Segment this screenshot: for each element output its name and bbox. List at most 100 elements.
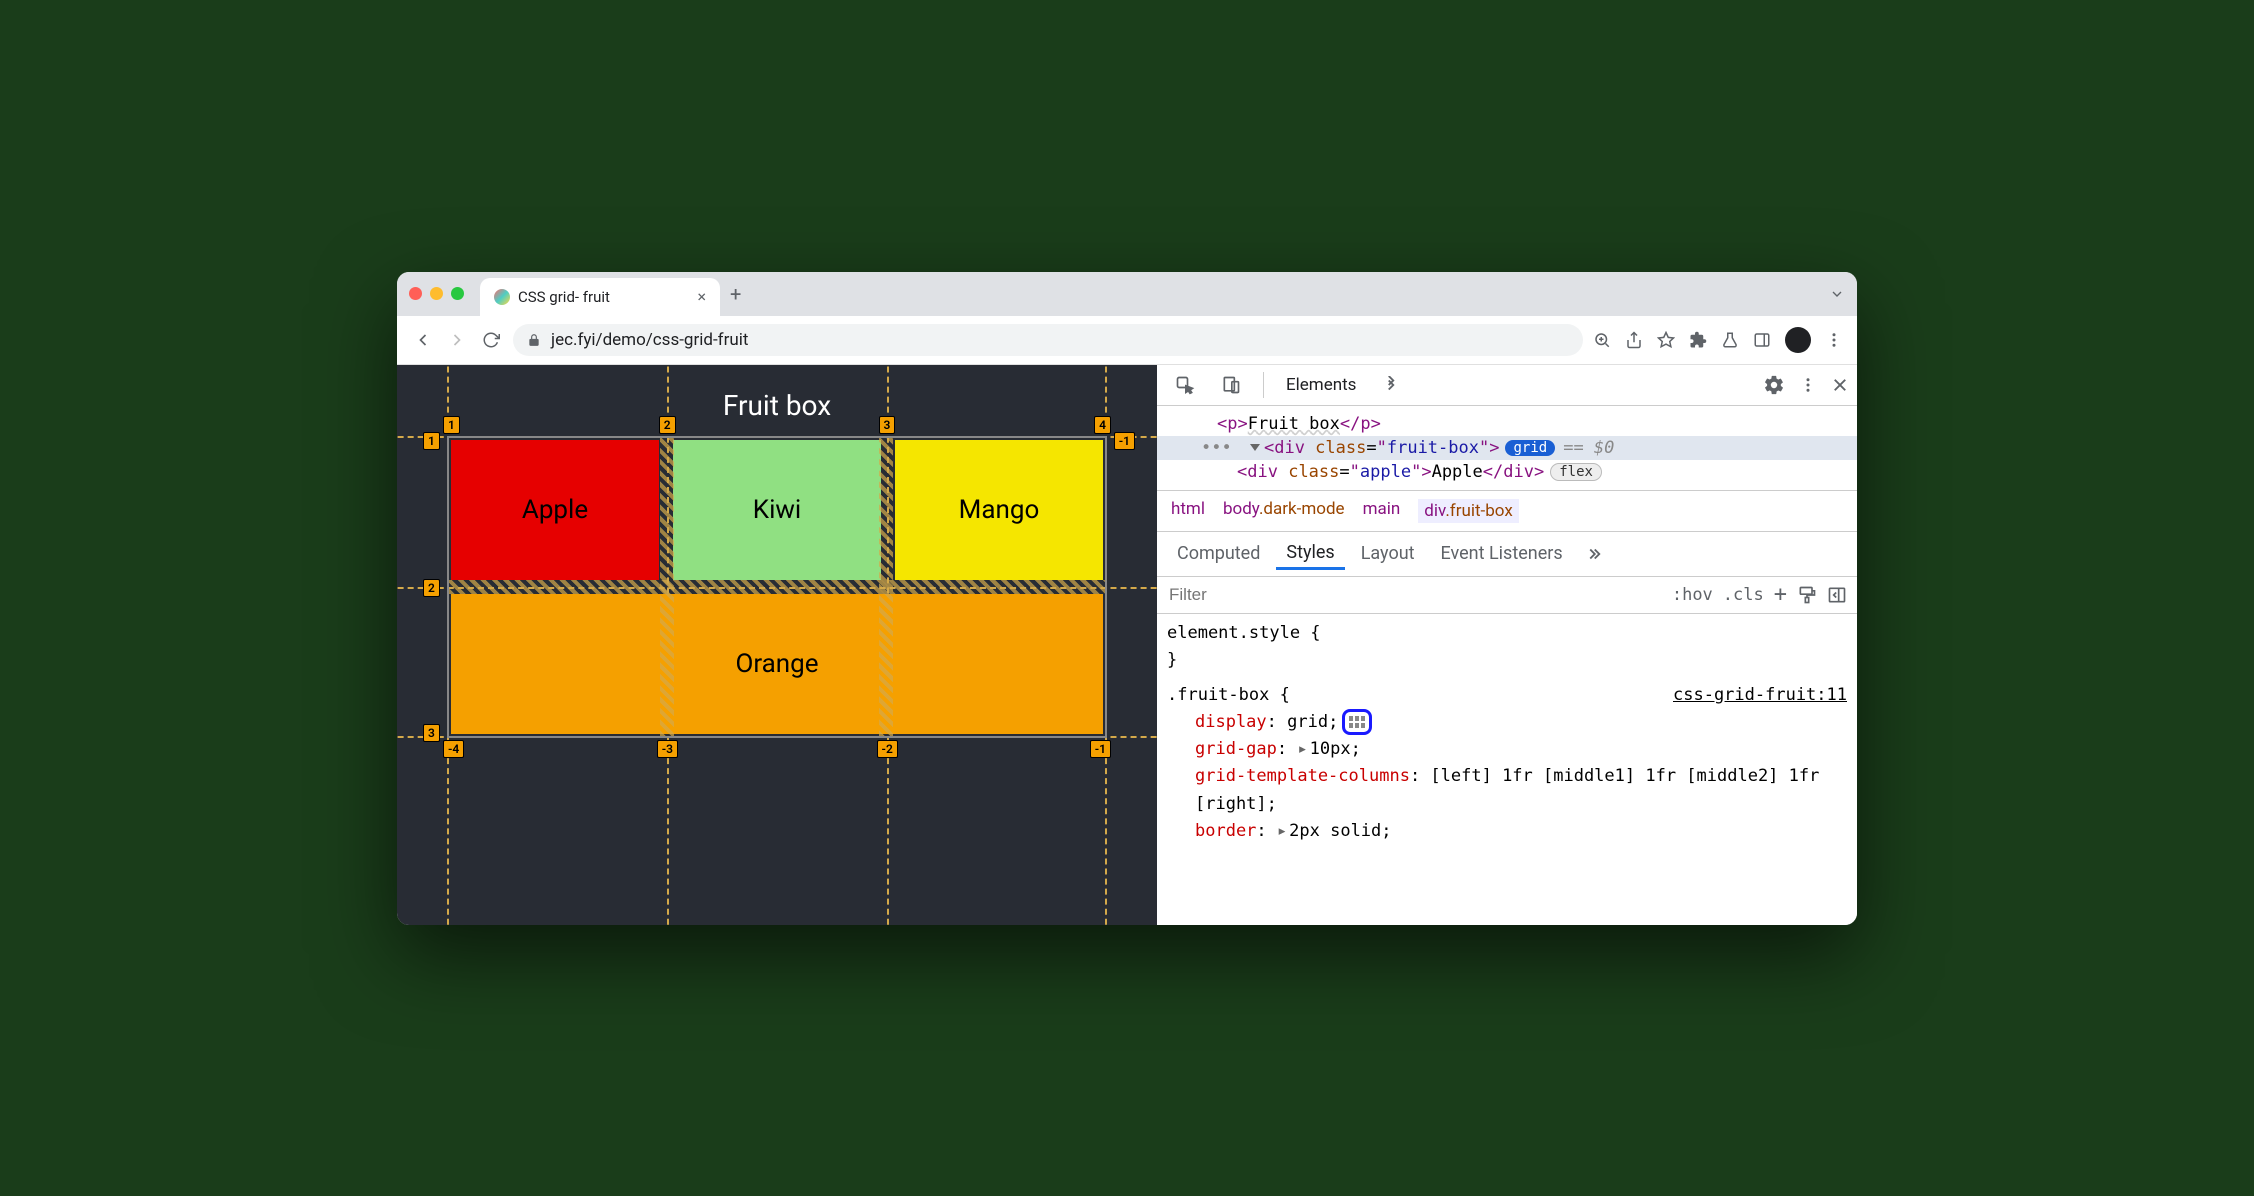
line-number: 2 [659,416,676,434]
devtools-panel: Elements <p>Fruit box</p> ••• <div class… [1157,365,1857,925]
grid-editor-button[interactable] [1342,709,1372,735]
styles-pane[interactable]: element.style { } css-grid-fruit:11 .fru… [1157,614,1857,852]
breadcrumb-item[interactable]: main [1363,499,1401,523]
styles-tabbar: Computed Styles Layout Event Listeners [1157,532,1857,577]
eq0-label: == $0 [1563,438,1614,458]
dom-node[interactable]: <p>Fruit box</p> [1157,412,1857,436]
css-selector[interactable]: .fruit-box { [1167,685,1290,705]
browser-toolbar: jec.fyi/demo/css-grid-fruit [397,316,1857,365]
extensions-icon[interactable] [1689,331,1707,349]
cell-mango: Mango [895,440,1103,580]
gap-hatch [449,580,1105,594]
grid-overlay-wrap: Apple Kiwi Mango Orange 1 2 3 4 1 2 3 [447,436,1107,738]
profile-avatar[interactable] [1785,327,1811,353]
tab-close-icon[interactable]: × [697,287,706,306]
css-declaration[interactable]: border: ▸2px solid; [1167,818,1847,845]
inspect-icon[interactable] [1165,369,1205,401]
css-declaration[interactable]: grid-template-columns: [left] 1fr [middl… [1167,763,1847,817]
content-area: Fruit box Apple Kiwi Mango Orange [397,365,1857,925]
tab-more-icon[interactable] [1585,545,1603,563]
dom-tree[interactable]: <p>Fruit box</p> ••• <div class="fruit-b… [1157,406,1857,490]
window-minimize-button[interactable] [430,287,443,300]
source-link[interactable]: css-grid-fruit:11 [1673,682,1847,709]
reload-button[interactable] [479,328,503,352]
new-rule-button[interactable]: + [1774,582,1787,607]
favicon [494,289,510,305]
expand-triangle-icon[interactable]: ▸ [1297,739,1307,759]
tab-event-listeners[interactable]: Event Listeners [1431,539,1573,568]
paint-icon[interactable] [1797,585,1817,605]
line-number: -3 [657,740,678,758]
browser-tab[interactable]: CSS grid- fruit × [480,278,720,316]
fruit-box-grid: Apple Kiwi Mango Orange [447,436,1107,738]
hov-toggle[interactable]: :hov [1672,585,1713,605]
styles-filter-input[interactable] [1157,577,1662,613]
css-brace: } [1167,650,1177,670]
dom-node[interactable]: <div class="apple">Apple</div>flex [1157,460,1857,484]
attr-value: fruit-box [1387,438,1479,458]
tab-strip: CSS grid- fruit × + [397,272,1857,316]
css-declaration[interactable]: grid-gap: ▸10px; [1167,736,1847,763]
flex-badge[interactable]: flex [1550,463,1602,481]
styles-filter-bar: :hov .cls + [1157,577,1857,614]
grid-badge[interactable]: grid [1505,440,1555,456]
tab-layout[interactable]: Layout [1351,539,1425,568]
dom-text: Apple [1432,462,1483,482]
back-button[interactable] [411,328,435,352]
line-number: -1 [1114,432,1135,450]
tab-computed[interactable]: Computed [1167,539,1270,568]
line-number: 4 [1094,416,1111,434]
css-selector[interactable]: element.style { [1167,623,1321,643]
line-number: 3 [879,416,896,434]
window-zoom-button[interactable] [451,287,464,300]
tab-title: CSS grid- fruit [518,288,610,306]
new-tab-button[interactable]: + [730,282,741,306]
panel-icon[interactable] [1753,331,1771,349]
breadcrumb-item-selected[interactable]: div.fruit-box [1418,499,1519,523]
line-number: 2 [423,579,440,597]
expand-triangle-icon[interactable]: ▸ [1277,821,1287,841]
cls-toggle[interactable]: .cls [1723,585,1764,605]
devtools-tabbar: Elements [1157,365,1857,406]
attr-value: apple [1360,462,1411,482]
dom-node-selected[interactable]: ••• <div class="fruit-box">grid== $0 [1157,436,1857,460]
url-text: jec.fyi/demo/css-grid-fruit [551,330,748,350]
window-caret-icon[interactable] [1829,286,1845,302]
rendered-page: Fruit box Apple Kiwi Mango Orange [397,365,1157,925]
cell-kiwi: Kiwi [673,440,881,580]
tab-elements[interactable]: Elements [1276,369,1366,401]
breadcrumb-item[interactable]: html [1171,499,1205,523]
css-declaration[interactable]: display: grid; [1167,709,1847,736]
labs-icon[interactable] [1721,331,1739,349]
line-number: 1 [443,416,460,434]
overflow-dots-icon[interactable]: ••• [1201,438,1232,458]
zoom-icon[interactable] [1593,331,1611,349]
line-number: 1 [423,432,440,450]
line-number: 3 [423,724,440,742]
line-number: -2 [877,740,898,758]
traffic-lights [409,287,464,300]
page-heading: Fruit box [397,365,1157,436]
settings-icon[interactable] [1763,374,1785,396]
cell-apple: Apple [451,440,659,580]
dom-breadcrumb: html body.dark-mode main div.fruit-box [1157,490,1857,532]
share-icon[interactable] [1625,331,1643,349]
browser-window: CSS grid- fruit × + jec.fyi/demo/css-gri… [397,272,1857,925]
chrome-menu-icon[interactable] [1825,331,1843,349]
breadcrumb-item[interactable]: body.dark-mode [1223,499,1345,523]
tab-styles[interactable]: Styles [1276,538,1344,570]
expand-triangle-icon[interactable] [1250,444,1260,451]
device-toggle-icon[interactable] [1211,369,1251,401]
devtools-close-icon[interactable] [1831,376,1849,394]
computed-panel-icon[interactable] [1827,585,1847,605]
tab-more-icon[interactable] [1372,370,1410,400]
devtools-menu-icon[interactable] [1799,376,1817,394]
lock-icon [527,333,541,347]
window-close-button[interactable] [409,287,422,300]
toolbar-actions [1593,327,1843,353]
line-number: -1 [1090,740,1111,758]
line-number: -4 [443,740,464,758]
forward-button[interactable] [445,328,469,352]
bookmark-icon[interactable] [1657,331,1675,349]
address-bar[interactable]: jec.fyi/demo/css-grid-fruit [513,324,1583,356]
